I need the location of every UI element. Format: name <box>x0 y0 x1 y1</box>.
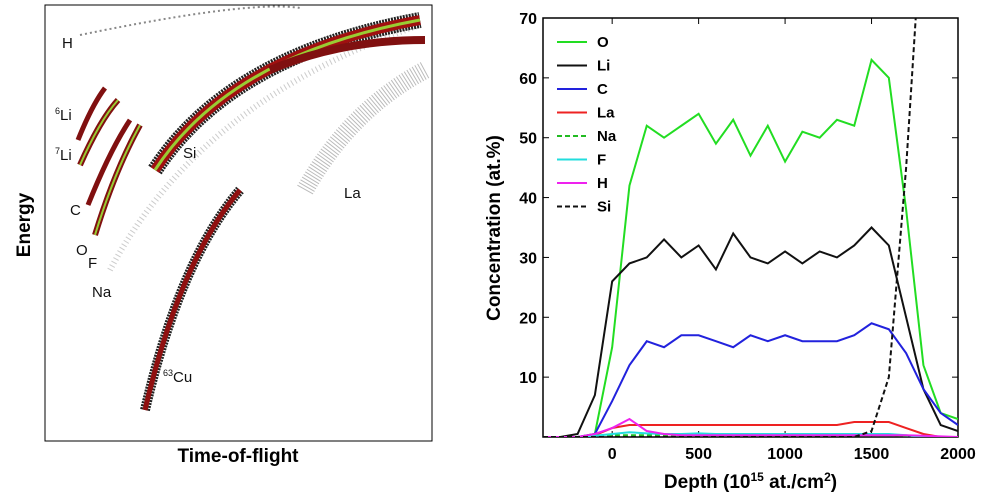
element-symbol: F <box>88 255 97 272</box>
y-tick-label: 70 <box>519 11 537 28</box>
li7-core <box>79 99 119 166</box>
y-tick-label: 10 <box>519 370 537 387</box>
axes: 10 20 30 40 50 60 70 0 500 1000 1500 2000 O Li C La Na FH… <box>484 11 976 493</box>
element-label: Si <box>183 145 196 162</box>
series-line <box>543 417 958 437</box>
element-mass: 63 <box>163 368 173 378</box>
y-axis-label: Concentration (at.%) <box>484 135 505 321</box>
y-tick-label: 50 <box>519 131 537 148</box>
legend-label: C <box>597 81 608 98</box>
element-symbol: H <box>62 35 73 52</box>
legend-label: Si <box>597 199 611 216</box>
y-tick-label: 60 <box>519 71 537 88</box>
series-group <box>543 18 958 437</box>
element-symbol: Na <box>92 284 112 301</box>
y-axis-label: Energy <box>14 192 35 257</box>
legend-label: Li <box>597 58 610 75</box>
element-label: C <box>70 202 81 219</box>
x-tick-label: 500 <box>685 446 712 463</box>
x-tick-label: 1000 <box>767 446 803 463</box>
series-line <box>543 431 958 437</box>
series-line <box>543 322 958 437</box>
y-tick-label: 30 <box>519 250 537 267</box>
element-symbol: Cu <box>173 369 192 386</box>
element-label: H <box>62 35 73 52</box>
element-symbol: Li <box>60 147 72 164</box>
x-label-sup: 15 <box>751 470 765 484</box>
element-label: 63Cu <box>163 368 192 386</box>
cu-band <box>142 188 242 411</box>
panel-frame <box>44 4 433 442</box>
plot-frame <box>542 17 959 438</box>
x-tick-label: 1500 <box>854 446 890 463</box>
element-mass: 6 <box>55 106 60 116</box>
legend-label: O <box>597 34 609 51</box>
element-symbol: Si <box>183 145 196 162</box>
li6-band <box>75 86 108 141</box>
band-2 <box>268 36 426 74</box>
element-mass: 7 <box>55 146 60 156</box>
si-core <box>153 18 421 171</box>
la-band <box>297 62 430 195</box>
element-symbol: Li <box>60 107 72 124</box>
element-symbol: O <box>76 242 88 259</box>
c-band <box>85 118 133 206</box>
legend-label: Na <box>597 128 617 145</box>
o-core <box>94 124 141 236</box>
element-label: 6Li <box>55 106 72 124</box>
element-symbol: C <box>70 202 81 219</box>
legend-label: H <box>597 175 608 192</box>
x-label-part: at./cm <box>764 472 824 493</box>
element-label: Na <box>92 284 112 301</box>
element-label: O <box>76 242 88 259</box>
element-label: F <box>88 255 97 272</box>
x-label-part: Depth (10 <box>664 472 751 493</box>
x-axis-label: Depth (1015 at./cm2) <box>664 470 837 493</box>
series-line <box>543 226 958 437</box>
element-label: 7Li <box>55 146 72 164</box>
x-tick-label: 0 <box>608 446 617 463</box>
legend-label: F <box>597 152 606 169</box>
element-symbol: La <box>344 185 361 202</box>
series-line <box>543 57 958 437</box>
y-tick-label: 20 <box>519 310 537 327</box>
x-axis-label: Time-of-flight <box>177 446 299 467</box>
x-label-part: ) <box>831 472 837 493</box>
h-band <box>79 5 301 36</box>
y-tick-label: 40 <box>519 191 537 208</box>
x-label-sup: 2 <box>824 470 831 484</box>
x-tick-label: 2000 <box>940 446 976 463</box>
element-label: La <box>344 185 361 202</box>
legend-label: La <box>597 105 615 122</box>
